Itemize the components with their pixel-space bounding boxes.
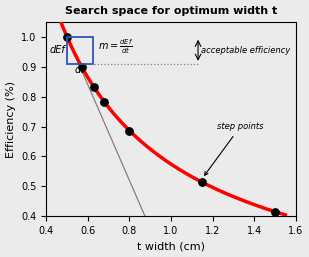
Point: [127, 128, 132, 133]
Bar: [67, 37, 93, 64]
Point: [79, 65, 84, 69]
X-axis label: t width (cm): t width (cm): [137, 241, 205, 251]
Title: Search space for optimum width t: Search space for optimum width t: [65, 6, 277, 16]
Text: acceptable efficiency: acceptable efficiency: [201, 46, 290, 55]
Text: dt: dt: [75, 65, 85, 75]
Y-axis label: Efficiency (%): Efficiency (%): [6, 80, 15, 158]
Point: [91, 85, 96, 89]
Text: $m = \frac{dEf}{dt}$: $m = \frac{dEf}{dt}$: [98, 38, 133, 57]
Point: [102, 100, 107, 104]
Point: [200, 180, 205, 184]
Point: [65, 35, 70, 39]
Text: step points: step points: [205, 123, 263, 175]
Point: [273, 210, 277, 214]
Text: dEf: dEf: [50, 45, 66, 55]
